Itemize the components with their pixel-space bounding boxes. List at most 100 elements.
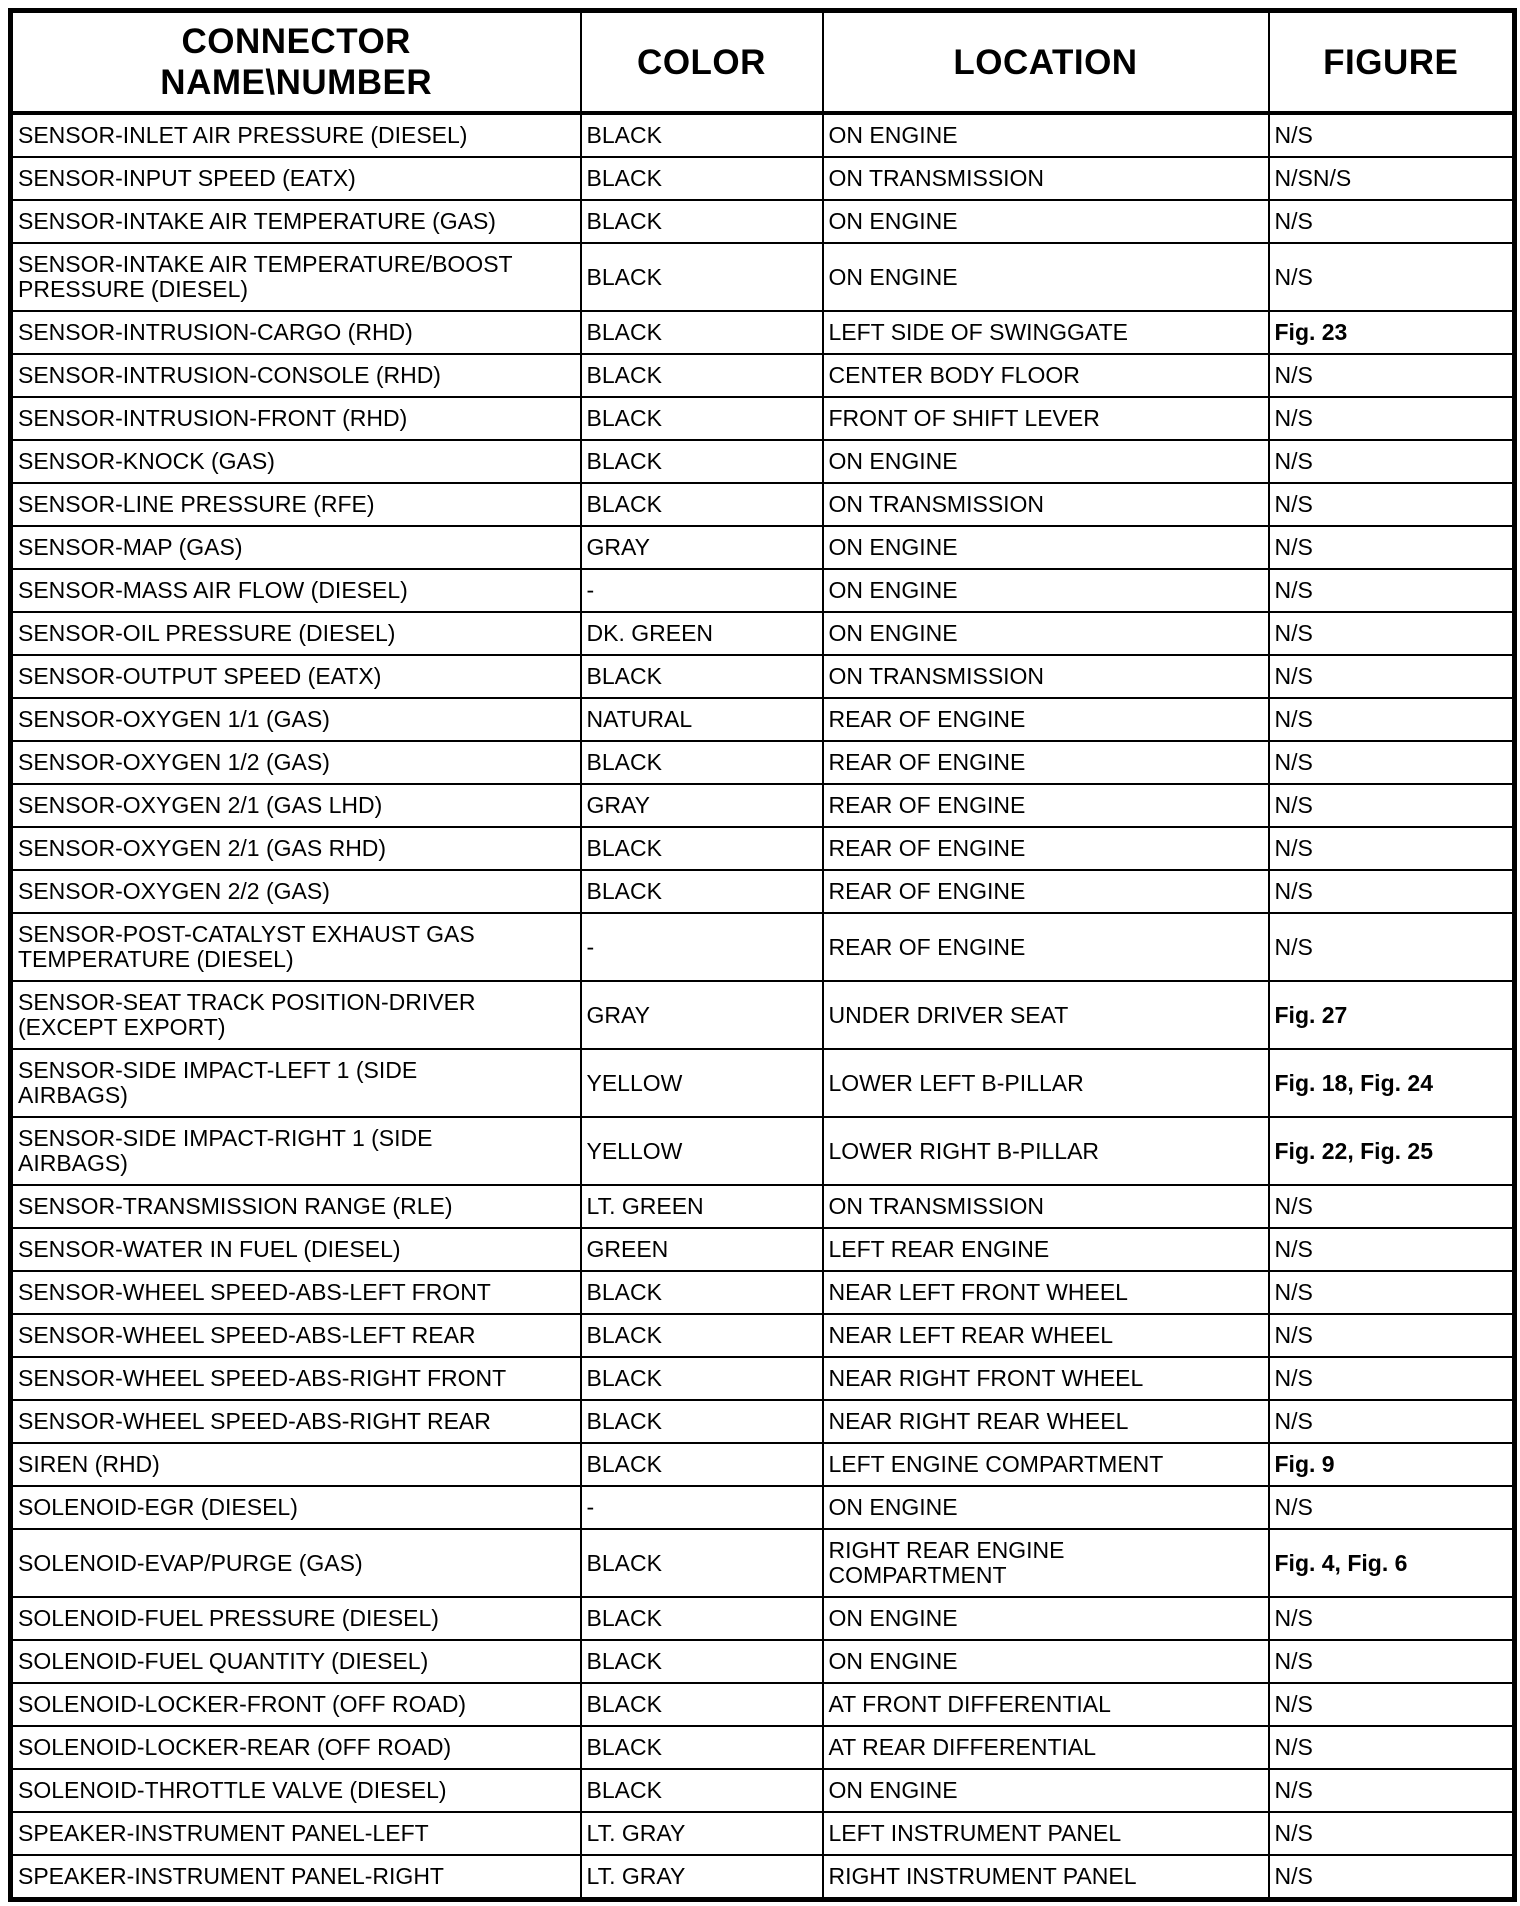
color-cell: -	[579, 568, 824, 613]
color-cell: BLACK	[579, 242, 824, 312]
connector-name-cell: SOLENOID-FUEL PRESSURE (DIESEL)	[9, 1596, 582, 1641]
color-cell: BLACK	[579, 1399, 824, 1444]
connector-name-cell: SIREN (RHD)	[9, 1442, 582, 1487]
figure-cell: N/S	[1267, 396, 1516, 441]
location-cell: ON ENGINE	[821, 112, 1270, 158]
figure-cell: N/S	[1267, 353, 1516, 398]
location-cell: ON ENGINE	[821, 1639, 1270, 1684]
connector-name-cell: SENSOR-OXYGEN 2/2 (GAS)	[9, 869, 582, 914]
connector-name-cell: SENSOR-SIDE IMPACT-RIGHT 1 (SIDE AIRBAGS…	[9, 1116, 582, 1186]
figure-cell: N/S	[1267, 242, 1516, 312]
location-cell: ON ENGINE	[821, 439, 1270, 484]
figure-cell: N/S	[1267, 1485, 1516, 1530]
location-cell: LEFT ENGINE COMPARTMENT	[821, 1442, 1270, 1487]
figure-cell: N/S	[1267, 654, 1516, 699]
location-cell: LEFT INSTRUMENT PANEL	[821, 1811, 1270, 1856]
figure-cell: Fig. 18, Fig. 24	[1267, 1048, 1516, 1118]
figure-cell: N/S	[1267, 199, 1516, 244]
color-cell: BLACK	[579, 1682, 824, 1727]
location-cell: REAR OF ENGINE	[821, 783, 1270, 828]
location-cell: LOWER RIGHT B-PILLAR	[821, 1116, 1270, 1186]
connector-name-cell: SENSOR-WHEEL SPEED-ABS-RIGHT FRONT	[9, 1356, 582, 1401]
location-cell: AT FRONT DIFFERENTIAL	[821, 1682, 1270, 1727]
figure-cell: Fig. 27	[1267, 980, 1516, 1050]
location-cell: ON ENGINE	[821, 199, 1270, 244]
color-cell: LT. GREEN	[579, 1184, 824, 1229]
table-row: SPEAKER-INSTRUMENT PANEL-LEFT LT. GRAY LEF…	[9, 1811, 1516, 1856]
location-cell: ON ENGINE	[821, 611, 1270, 656]
connector-name-cell: SENSOR-SIDE IMPACT-LEFT 1 (SIDE AIRBAGS)	[9, 1048, 582, 1118]
color-cell: YELLOW	[579, 1048, 824, 1118]
table-header-row: CONNECTOR NAME\NUMBER COLOR LOCATION FIG…	[9, 9, 1516, 115]
figure-cell: Fig. 9	[1267, 1442, 1516, 1487]
table-row: SENSOR-MASS AIR FLOW (DIESEL) - ON ENGINE N…	[9, 568, 1516, 613]
figure-cell: N/S	[1267, 1184, 1516, 1229]
location-cell: NEAR LEFT FRONT WHEEL	[821, 1270, 1270, 1315]
figure-cell: Fig. 23	[1267, 310, 1516, 355]
table-row: SENSOR-OXYGEN 1/2 (GAS) BLACK REAR OF ENGI…	[9, 740, 1516, 785]
color-cell: BLACK	[579, 396, 824, 441]
connector-name-cell: SENSOR-MASS AIR FLOW (DIESEL)	[9, 568, 582, 613]
color-cell: BLACK	[579, 439, 824, 484]
table-row: SENSOR-INTRUSION-CONSOLE (RHD) BLACK CENTE…	[9, 353, 1516, 398]
connector-name-cell: SENSOR-WHEEL SPEED-ABS-LEFT FRONT	[9, 1270, 582, 1315]
location-cell: LEFT SIDE OF SWINGGATE	[821, 310, 1270, 355]
figure-cell: N/S	[1267, 1270, 1516, 1315]
figure-cell: N/S	[1267, 439, 1516, 484]
table-row: SENSOR-POST-CATALYST EXHAUST GAS TEMPERA…	[9, 912, 1516, 982]
location-cell: ON ENGINE	[821, 1768, 1270, 1813]
connector-name-cell: SOLENOID-LOCKER-REAR (OFF ROAD)	[9, 1725, 582, 1770]
header-location: LOCATION	[821, 9, 1270, 115]
table-row: SENSOR-INTAKE AIR TEMPERATURE/BOOST PRES…	[9, 242, 1516, 312]
connector-name-cell: SPEAKER-INSTRUMENT PANEL-RIGHT	[9, 1854, 582, 1901]
connector-name-cell: SOLENOID-LOCKER-FRONT (OFF ROAD)	[9, 1682, 582, 1727]
connector-table: CONNECTOR NAME\NUMBER COLOR LOCATION FIG…	[8, 8, 1517, 1902]
table-row: SENSOR-WHEEL SPEED-ABS-LEFT FRONT BLACK NE…	[9, 1270, 1516, 1315]
connector-name-cell: SOLENOID-EGR (DIESEL)	[9, 1485, 582, 1530]
figure-cell: N/S	[1267, 869, 1516, 914]
connector-name-cell: SENSOR-KNOCK (GAS)	[9, 439, 582, 484]
color-cell: GRAY	[579, 525, 824, 570]
table-row: SENSOR-WHEEL SPEED-ABS-LEFT REAR BLACK NEA…	[9, 1313, 1516, 1358]
figure-cell: N/S	[1267, 1596, 1516, 1641]
color-cell: BLACK	[579, 1768, 824, 1813]
connector-name-cell: SOLENOID-EVAP/PURGE (GAS)	[9, 1528, 582, 1598]
figure-cell: N/S	[1267, 112, 1516, 158]
location-cell: RIGHT REAR ENGINE COMPARTMENT	[821, 1528, 1270, 1598]
table-row: SENSOR-OXYGEN 1/1 (GAS) NATURAL REAR OF EN…	[9, 697, 1516, 742]
color-cell: GREEN	[579, 1227, 824, 1272]
table-row: SENSOR-OXYGEN 2/1 (GAS LHD) GRAY REAR OF E…	[9, 783, 1516, 828]
connector-name-cell: SENSOR-OXYGEN 1/2 (GAS)	[9, 740, 582, 785]
color-cell: BLACK	[579, 740, 824, 785]
connector-name-cell: SENSOR-INLET AIR PRESSURE (DIESEL)	[9, 112, 582, 158]
color-cell: BLACK	[579, 310, 824, 355]
connector-name-cell: SENSOR-MAP (GAS)	[9, 525, 582, 570]
table-row: SOLENOID-EVAP/PURGE (GAS) BLACK RIGHT REAR…	[9, 1528, 1516, 1598]
table-row: SOLENOID-THROTTLE VALVE (DIESEL) BLACK ON …	[9, 1768, 1516, 1813]
table-row: SENSOR-OXYGEN 2/1 (GAS RHD) BLACK REAR OF …	[9, 826, 1516, 871]
connector-name-cell: SENSOR-SEAT TRACK POSITION-DRIVER (EXCEP…	[9, 980, 582, 1050]
table-row: SENSOR-SEAT TRACK POSITION-DRIVER (EXCEP…	[9, 980, 1516, 1050]
color-cell: BLACK	[579, 1528, 824, 1598]
location-cell: ON ENGINE	[821, 525, 1270, 570]
figure-cell: N/S	[1267, 697, 1516, 742]
table-row: SENSOR-OUTPUT SPEED (EATX) BLACK ON TRANSM…	[9, 654, 1516, 699]
connector-name-cell: SENSOR-OXYGEN 1/1 (GAS)	[9, 697, 582, 742]
figure-cell: N/S	[1267, 1725, 1516, 1770]
figure-cell: N/S	[1267, 740, 1516, 785]
table-row: SENSOR-TRANSMISSION RANGE (RLE) LT. GREEN…	[9, 1184, 1516, 1229]
connector-name-cell: SENSOR-OXYGEN 2/1 (GAS RHD)	[9, 826, 582, 871]
color-cell: BLACK	[579, 654, 824, 699]
location-cell: ON ENGINE	[821, 1485, 1270, 1530]
table-row: SENSOR-WHEEL SPEED-ABS-RIGHT REAR BLACK NE…	[9, 1399, 1516, 1444]
header-connector-name: CONNECTOR NAME\NUMBER	[9, 9, 582, 115]
location-cell: AT REAR DIFFERENTIAL	[821, 1725, 1270, 1770]
connector-name-cell: SENSOR-INTAKE AIR TEMPERATURE (GAS)	[9, 199, 582, 244]
connector-name-cell: SOLENOID-FUEL QUANTITY (DIESEL)	[9, 1639, 582, 1684]
table-row: SENSOR-LINE PRESSURE (RFE) BLACK ON TRANSM…	[9, 482, 1516, 527]
table-row: SOLENOID-FUEL QUANTITY (DIESEL) BLACK ON E…	[9, 1639, 1516, 1684]
color-cell: BLACK	[579, 156, 824, 201]
color-cell: NATURAL	[579, 697, 824, 742]
color-cell: YELLOW	[579, 1116, 824, 1186]
color-cell: -	[579, 912, 824, 982]
